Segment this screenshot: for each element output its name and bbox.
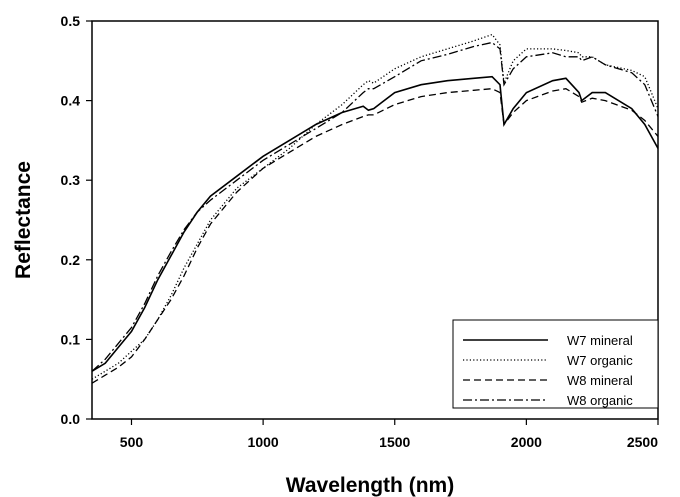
y-axis-title: Reflectance	[12, 161, 35, 279]
y-tick-label: 0.0	[61, 411, 81, 427]
series-line-w7-organic	[91, 33, 659, 380]
plot-frame	[91, 20, 659, 420]
y-tick-label: 0.4	[61, 93, 81, 109]
x-tick-label: 2500	[627, 434, 658, 450]
x-tick-label: 500	[120, 434, 144, 450]
axis-ticks: 500 1000 1500 2000 2500 0.0 0.1 0.2 0.3 0.4 0.5	[61, 13, 659, 450]
x-axis-title: Wavelength (nm)	[286, 474, 454, 497]
x-tick-label: 1500	[379, 434, 410, 450]
legend-label: W7 organic	[567, 353, 633, 368]
legend-label: W8 organic	[567, 393, 633, 408]
series-line-w8-organic	[91, 41, 659, 372]
legend-items: W7 mineral W7 organic W8 mineral W8 organic	[463, 333, 633, 408]
legend-box	[452, 319, 659, 409]
y-tick-label: 0.3	[61, 172, 81, 188]
y-tick-label: 0.1	[61, 331, 81, 347]
series-line-w8-mineral	[91, 88, 659, 384]
x-tick-label: 1000	[248, 434, 279, 450]
series-group	[91, 33, 659, 384]
y-tick-label: 0.2	[61, 252, 81, 268]
legend-label: W7 mineral	[567, 333, 633, 348]
y-tick-label: 0.5	[61, 13, 81, 29]
legend-label: W8 mineral	[567, 373, 633, 388]
series-line-w7-mineral	[91, 75, 659, 372]
legend: W7 mineral W7 organic W8 mineral W8 organic	[452, 319, 659, 409]
x-tick-label: 2000	[511, 434, 542, 450]
